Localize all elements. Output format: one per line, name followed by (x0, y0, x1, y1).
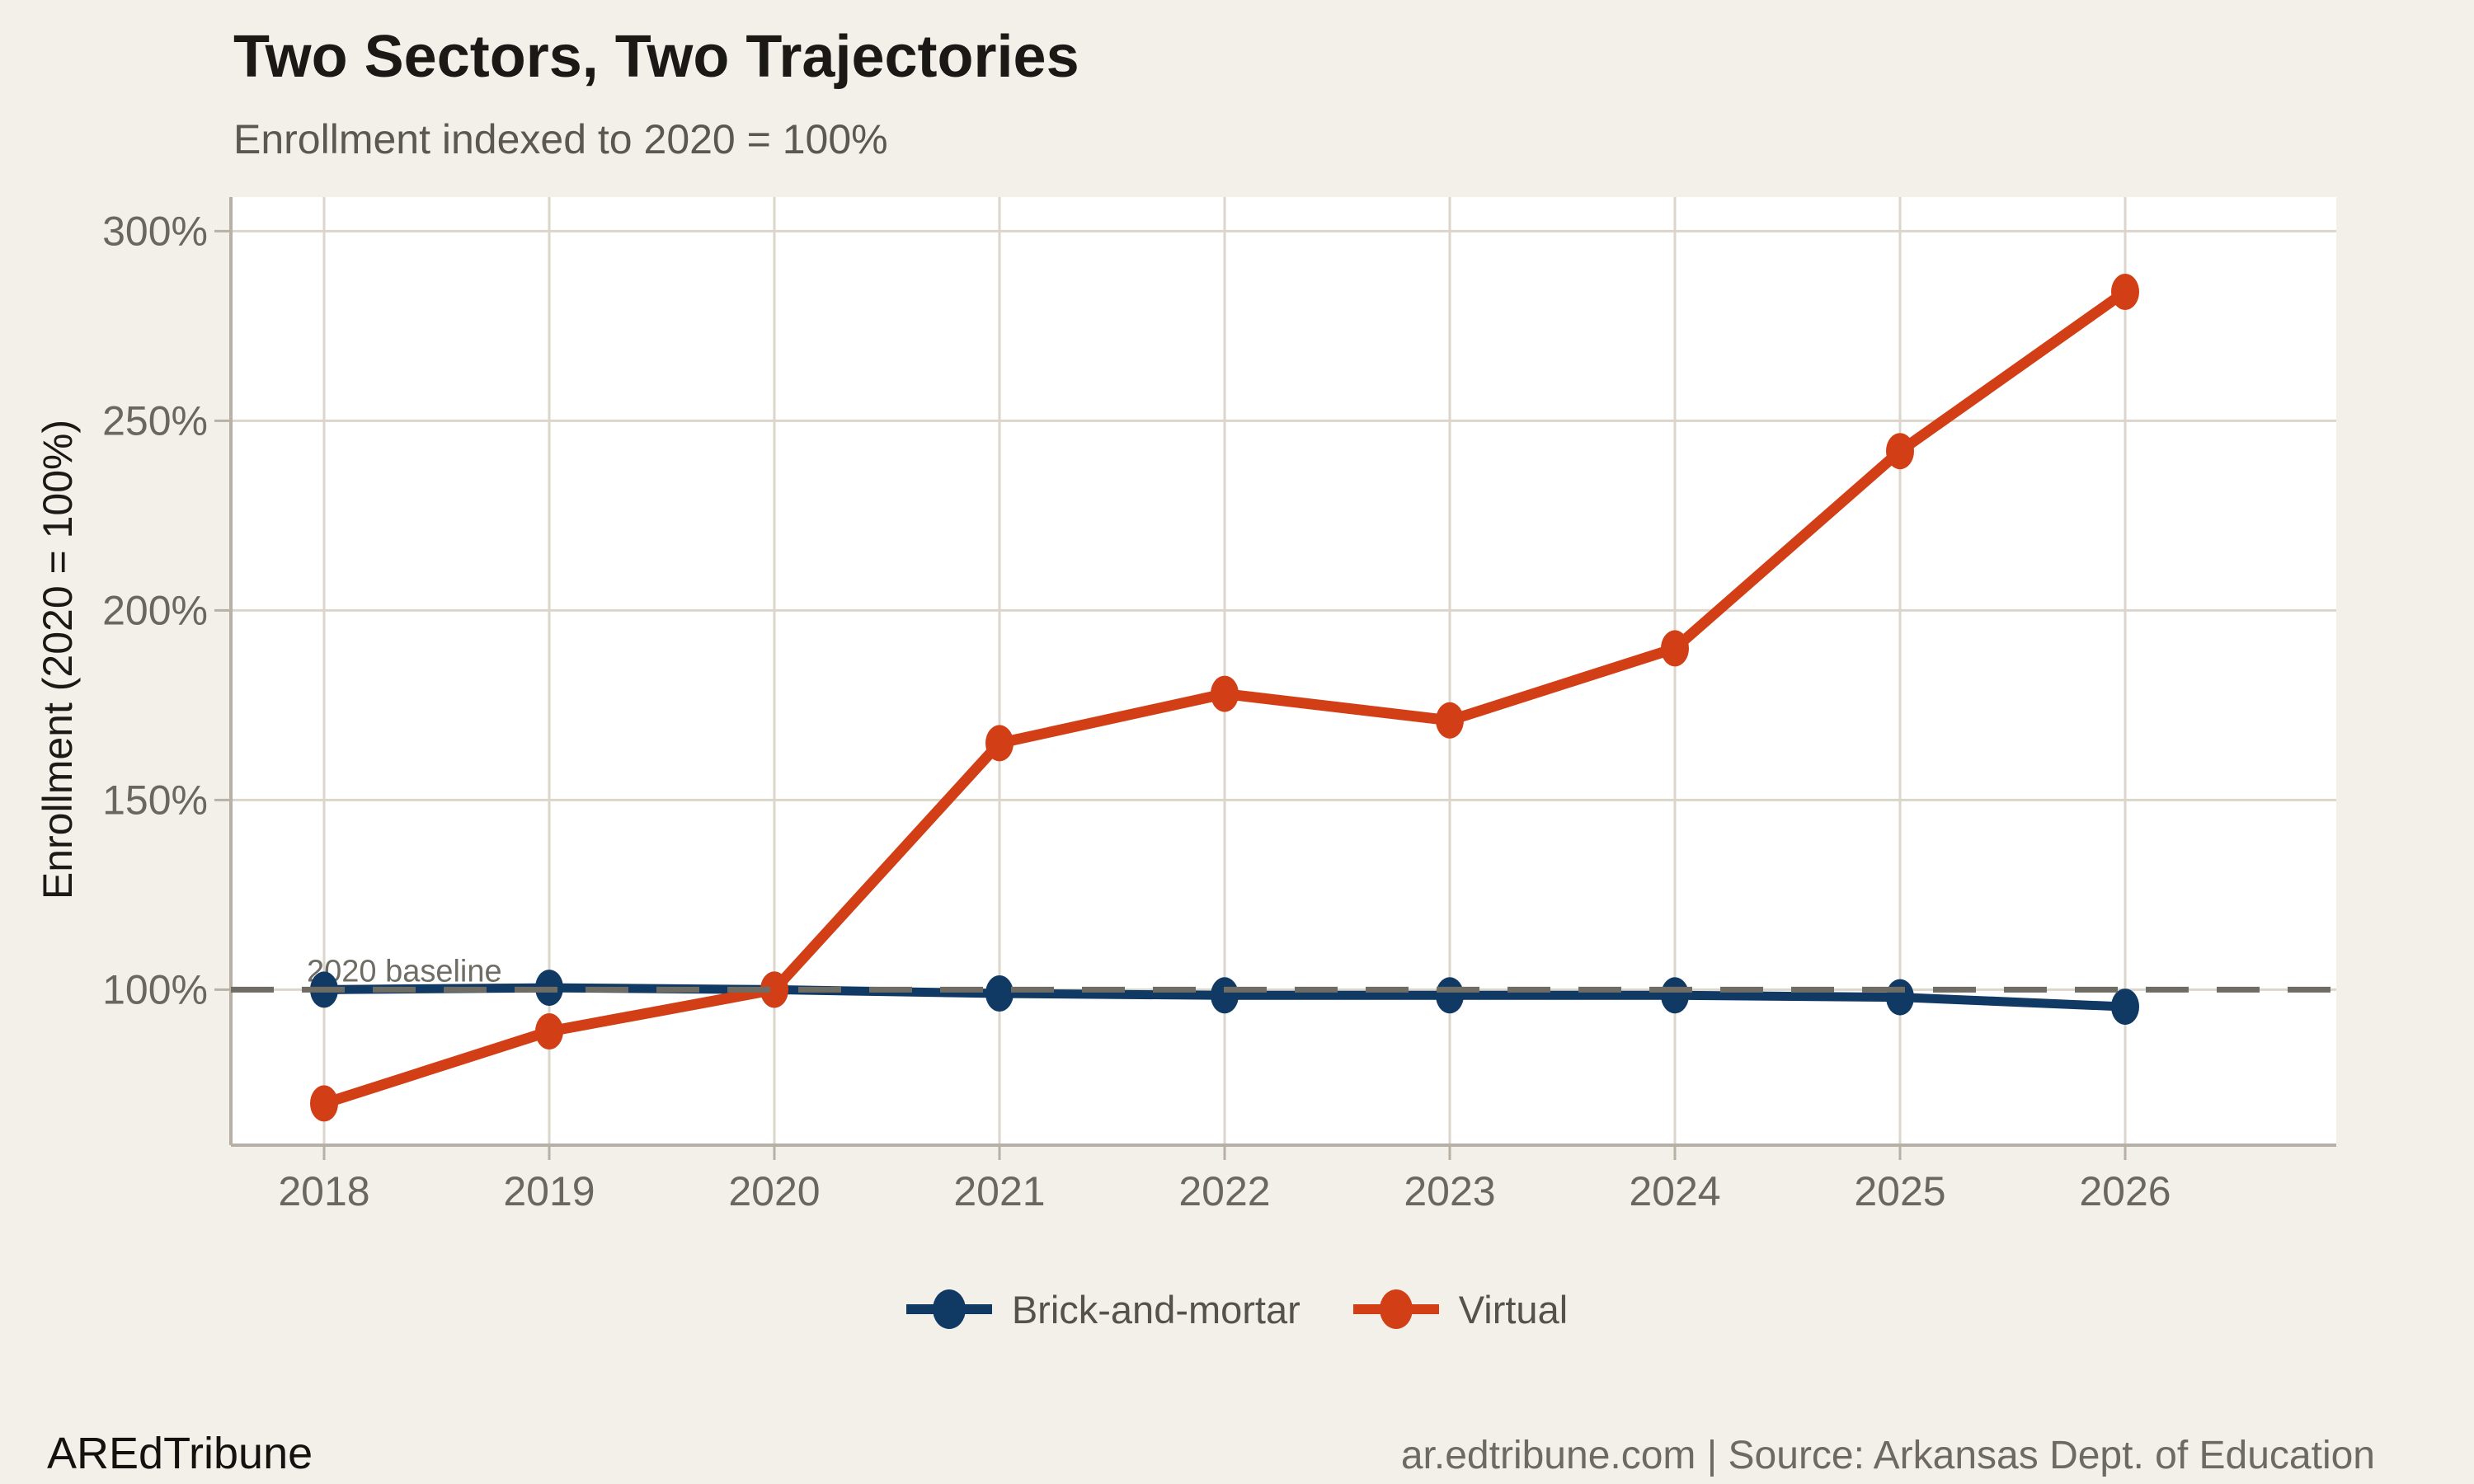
data-point-virtual-2024 (1661, 630, 1689, 667)
data-point-virtual-2026 (2111, 274, 2139, 310)
data-point-virtual-2020 (760, 971, 788, 1008)
y-tick-label: 300% (102, 208, 208, 254)
data-point-brick-and-mortar-2021 (985, 975, 1014, 1012)
legend-item-brick-and-mortar: Brick-and-mortar (905, 1286, 1300, 1332)
x-tick-label: 2026 (2079, 1168, 2171, 1214)
brand-logo-text: AREdTribune (47, 1429, 313, 1478)
data-point-brick-and-mortar-2026 (2111, 989, 2139, 1026)
data-point-virtual-2022 (1211, 675, 1239, 712)
x-tick-label: 2024 (1629, 1168, 1720, 1214)
x-tick-label: 2020 (728, 1168, 820, 1214)
page-subtitle: Enrollment indexed to 2020 = 100% (233, 116, 888, 162)
y-tick-label: 100% (102, 966, 208, 1012)
legend-item-virtual: Virtual (1352, 1286, 1569, 1332)
y-tick-label: 250% (102, 397, 208, 444)
data-point-virtual-2021 (985, 725, 1014, 762)
legend-label-brick-and-mortar: Brick-and-mortar (1011, 1287, 1300, 1331)
x-tick-label: 2025 (1854, 1168, 1945, 1214)
chart-legend: Brick-and-mortar Virtual (0, 1276, 2474, 1342)
baseline-annotation: 2020 baseline (307, 954, 502, 989)
brick-and-mortar-legend-marker-icon (905, 1289, 992, 1329)
page-title: Two Sectors, Two Trajectories (233, 24, 1079, 90)
x-tick-label: 2023 (1404, 1168, 1495, 1214)
data-point-brick-and-mortar-2023 (1436, 977, 1464, 1014)
y-tick-label: 150% (102, 777, 208, 823)
data-point-virtual-2023 (1436, 702, 1464, 739)
data-point-brick-and-mortar-2022 (1211, 977, 1239, 1014)
source-attribution: ar.edtribune.com | Source: Arkansas Dept… (1400, 1434, 2375, 1477)
data-point-virtual-2025 (1886, 433, 1914, 470)
x-tick-label: 2021 (953, 1168, 1045, 1214)
data-point-virtual-2018 (310, 1085, 338, 1122)
data-point-virtual-2019 (535, 1013, 563, 1050)
x-tick-label: 2019 (503, 1168, 595, 1214)
virtual-legend-marker-icon (1352, 1289, 1439, 1329)
data-point-brick-and-mortar-2024 (1661, 977, 1689, 1014)
x-tick-label: 2022 (1178, 1168, 1270, 1214)
data-point-brick-and-mortar-2025 (1886, 979, 1914, 1016)
x-tick-label: 2018 (278, 1168, 369, 1214)
y-tick-label: 200% (102, 587, 208, 633)
legend-label-virtual: Virtual (1458, 1287, 1569, 1331)
